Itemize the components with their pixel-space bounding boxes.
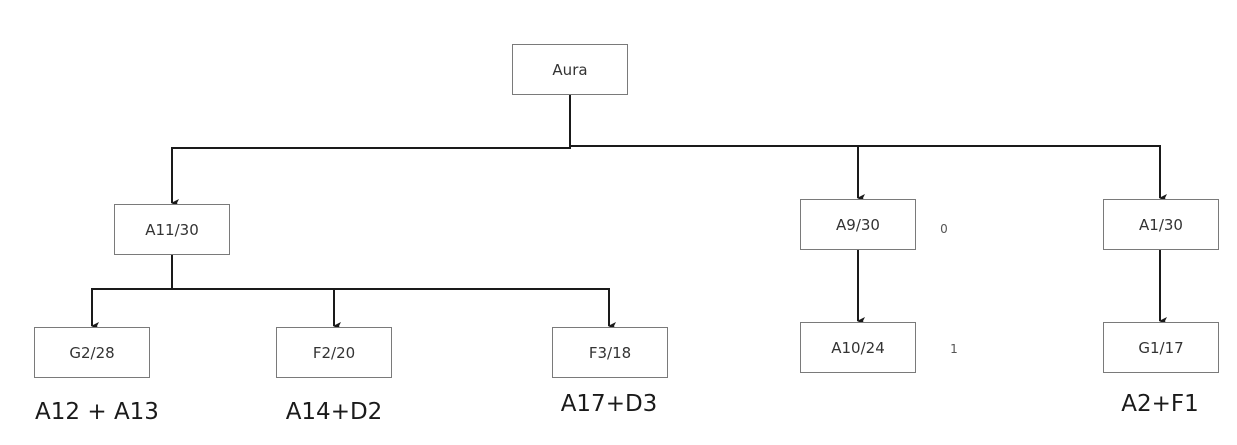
- node-g1: G1/17: [1103, 322, 1219, 373]
- node-f3: F3/18: [552, 327, 668, 378]
- node-g1-label: G1/17: [1138, 339, 1183, 357]
- edge-aura-a9: [570, 145, 865, 202]
- side-label-a10: 1: [950, 342, 958, 356]
- node-a10: A10/24: [800, 322, 916, 373]
- node-aura: Aura: [512, 44, 628, 95]
- node-a9-label: A9/30: [836, 216, 880, 234]
- node-g2-label: G2/28: [69, 344, 114, 362]
- node-g2: G2/28: [34, 327, 150, 378]
- node-a11: A11/30: [114, 204, 230, 255]
- node-f2: F2/20: [276, 327, 392, 378]
- side-label-a9: 0: [940, 222, 948, 236]
- edge-a11-f2: [172, 288, 341, 330]
- caption-f3: A17+D3: [561, 391, 658, 417]
- node-a10-label: A10/24: [831, 339, 885, 357]
- node-a1-label: A1/30: [1139, 216, 1183, 234]
- edge-aura-a11: [171, 95, 571, 207]
- node-a11-label: A11/30: [145, 221, 199, 239]
- node-a9: A9/30: [800, 199, 916, 250]
- node-f2-label: F2/20: [313, 344, 355, 362]
- edges: [91, 95, 1167, 330]
- edge-aura-a1: [858, 145, 1167, 202]
- node-a1: A1/30: [1103, 199, 1219, 250]
- caption-g1: A2+F1: [1121, 391, 1199, 417]
- node-f3-label: F3/18: [589, 344, 631, 362]
- caption-g2: A12 + A13: [35, 399, 159, 425]
- node-aura-label: Aura: [552, 61, 587, 79]
- caption-f2: A14+D2: [286, 399, 383, 425]
- edge-a11-f3: [334, 288, 616, 330]
- edge-a11-g2: [91, 254, 173, 330]
